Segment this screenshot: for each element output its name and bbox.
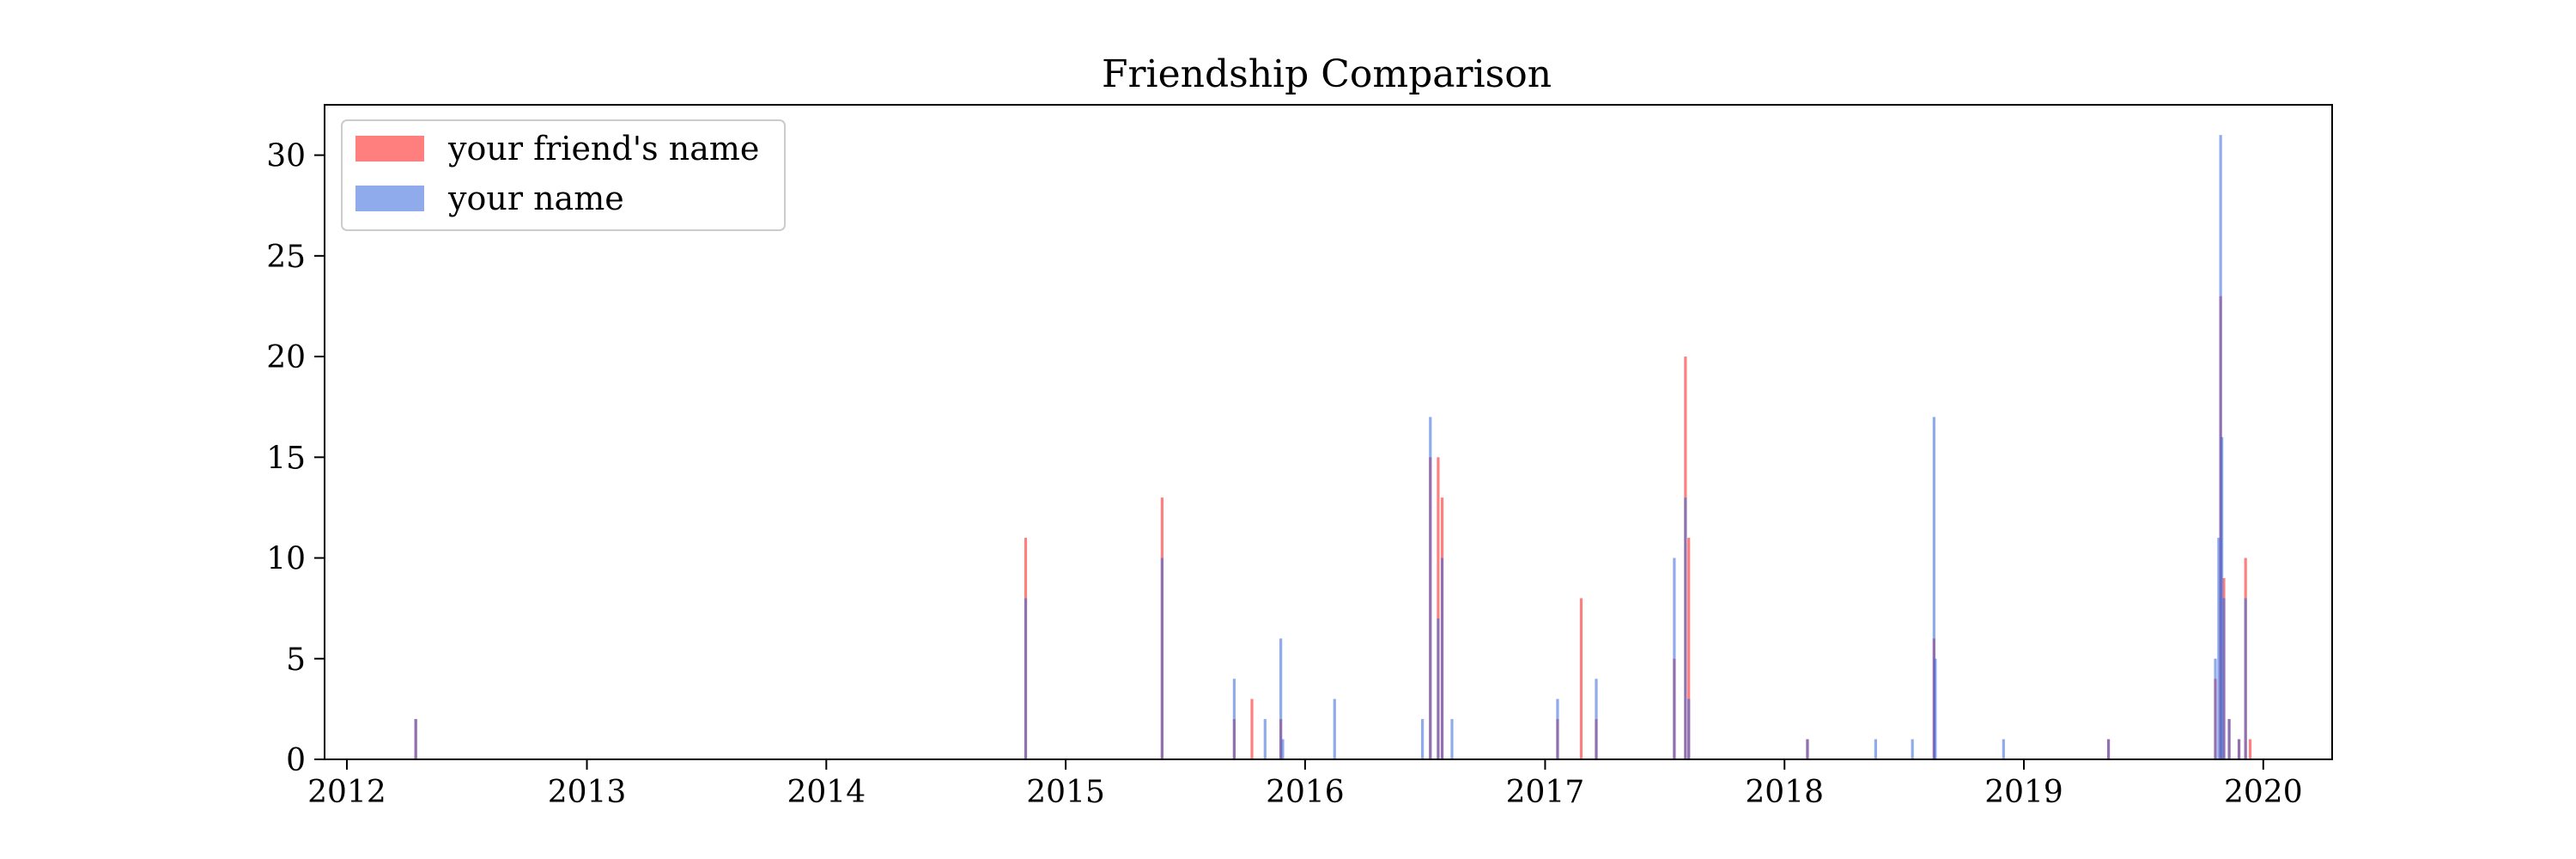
x-tick-label-5: 2017 bbox=[1506, 775, 1585, 810]
y-tick-label-3: 15 bbox=[266, 441, 306, 476]
bar-series1-19 bbox=[1874, 739, 1877, 759]
bar-series1-10 bbox=[1437, 618, 1440, 759]
bar-series1-4 bbox=[1263, 719, 1267, 759]
bar-series1-18 bbox=[1806, 739, 1809, 759]
x-tick-label-0: 2012 bbox=[307, 775, 386, 810]
bar-series1-6 bbox=[1281, 739, 1285, 759]
x-axis: 2012 2013 2014 2015 2016 2017 2018 2019 2020 bbox=[307, 759, 2303, 810]
bar-series1-20 bbox=[1911, 739, 1914, 759]
x-tick-label-1: 2013 bbox=[548, 775, 627, 810]
bar-series1-22 bbox=[1934, 658, 1937, 759]
plot-frame bbox=[324, 104, 2333, 760]
y-tick-label-2: 10 bbox=[266, 542, 306, 577]
bar-series1-7 bbox=[1333, 698, 1336, 759]
bar-series1-5 bbox=[1279, 638, 1283, 759]
legend: your friend's name your name bbox=[341, 119, 786, 231]
bar-series1-32 bbox=[2244, 598, 2247, 759]
y-tick-label-4: 20 bbox=[266, 340, 306, 375]
bar-series1-16 bbox=[1684, 497, 1687, 759]
bar-series1-28 bbox=[2221, 436, 2224, 759]
x-tick-label-6: 2018 bbox=[1745, 775, 1824, 810]
legend-swatch-you bbox=[355, 186, 424, 211]
bar-series1-30 bbox=[2227, 719, 2231, 759]
legend-frame bbox=[341, 119, 786, 231]
bar-series1-25 bbox=[2214, 658, 2217, 759]
bar-series1-12 bbox=[1450, 719, 1454, 759]
bar-series0-14 bbox=[1687, 538, 1691, 759]
bar-series1-17 bbox=[1687, 698, 1691, 759]
chart-title: Friendship Comparison bbox=[1102, 52, 1552, 96]
bar-series1-8 bbox=[1421, 719, 1425, 759]
x-tick-label-4: 2016 bbox=[1266, 775, 1345, 810]
x-tick-label-8: 2020 bbox=[2224, 775, 2303, 810]
bar-series0-7 bbox=[1437, 457, 1440, 759]
bar-series1-15 bbox=[1673, 557, 1676, 759]
bar-series1-21 bbox=[1932, 417, 1935, 759]
bar-series1-0 bbox=[414, 719, 417, 759]
bar-series0-10 bbox=[1579, 598, 1583, 759]
y-tick-label-6: 30 bbox=[266, 139, 306, 174]
bar-series1-23 bbox=[2002, 739, 2005, 759]
bar-series1-13 bbox=[1556, 698, 1559, 759]
y-tick-label-0: 0 bbox=[286, 743, 306, 778]
legend-swatch-friend bbox=[355, 136, 424, 161]
bar-series1-9 bbox=[1429, 417, 1432, 759]
bar-series1-31 bbox=[2237, 739, 2241, 759]
x-tick-label-3: 2015 bbox=[1026, 775, 1105, 810]
bar-series1-3 bbox=[1232, 679, 1236, 759]
bars-layer bbox=[414, 135, 2252, 760]
legend-label-you: your name bbox=[447, 180, 624, 217]
bar-series1-24 bbox=[2106, 739, 2111, 759]
bar-series1-14 bbox=[1595, 679, 1598, 759]
bar-series1-29 bbox=[2222, 598, 2226, 759]
bar-series1-1 bbox=[1024, 598, 1028, 759]
bar-series1-26 bbox=[2217, 538, 2221, 759]
legend-label-friend: your friend's name bbox=[447, 130, 759, 168]
bar-series0-24 bbox=[2248, 739, 2252, 759]
x-tick-label-2: 2014 bbox=[787, 775, 866, 810]
bar-series1-11 bbox=[1440, 557, 1444, 759]
bar-series0-4 bbox=[1250, 698, 1254, 759]
y-tick-label-5: 25 bbox=[266, 240, 306, 275]
y-axis: 0 5 10 15 20 25 30 bbox=[266, 139, 325, 778]
y-tick-label-1: 5 bbox=[286, 643, 306, 678]
bar-series1-2 bbox=[1160, 557, 1163, 759]
x-tick-label-7: 2019 bbox=[1984, 775, 2063, 810]
